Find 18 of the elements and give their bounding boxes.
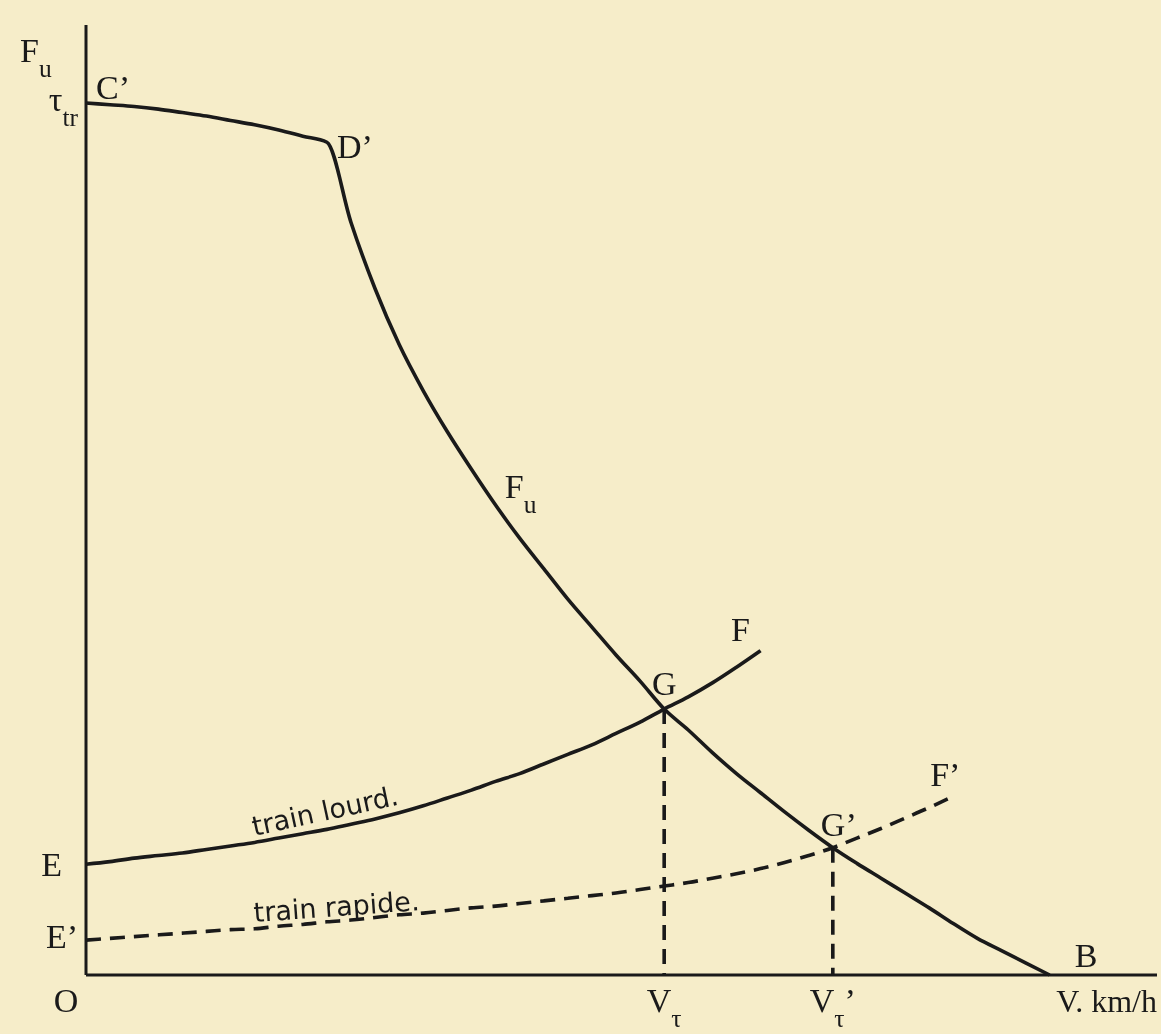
y-axis-title: F$_{u}$ [20, 32, 52, 83]
series-label: F$_{u}$ [504, 467, 537, 519]
annotation: G’ [820, 805, 857, 843]
series-label: train rapide. [252, 885, 421, 929]
annotation: C’ [96, 69, 130, 106]
text: O [53, 982, 79, 1019]
text: E’ [45, 918, 78, 956]
annotation: D’ [336, 128, 373, 166]
annotation: F’ [930, 756, 961, 794]
text: E [41, 846, 62, 884]
x-axis-title: V. km/h [1056, 983, 1157, 1019]
annotation: F [731, 610, 751, 648]
text: train lourd. [248, 779, 401, 842]
annotation: B [1074, 937, 1098, 974]
annotation: G [651, 665, 677, 703]
text: τ$_{tr}$ [48, 81, 79, 132]
x-tick-label: V$_{τ}$’ [809, 982, 856, 1033]
x-tick-label: V$_{τ}$ [646, 982, 682, 1033]
